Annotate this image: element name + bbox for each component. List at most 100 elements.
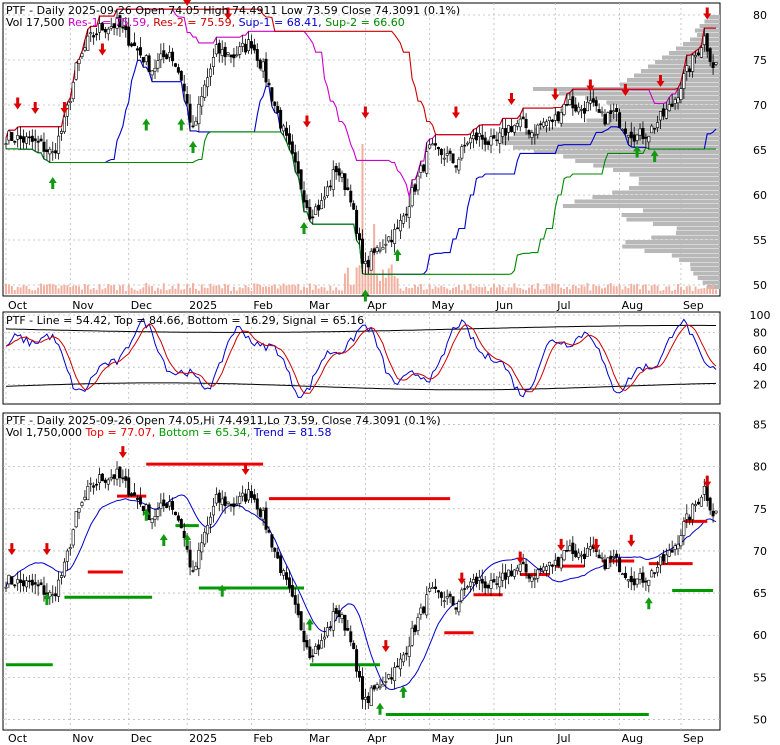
bottom-candle	[27, 580, 31, 583]
bottom-candle	[407, 645, 411, 657]
bottom-header-levels: Vol 1,750,000 Top = 77.07, Bottom = 65.3…	[6, 426, 332, 439]
bottom-candle	[33, 582, 37, 585]
bottom-candle	[258, 508, 262, 517]
bottom-candle	[603, 559, 607, 570]
buy-arrow	[142, 118, 151, 131]
top-candle	[416, 175, 420, 191]
volume-profile-bar	[690, 267, 720, 272]
sell-arrow	[118, 446, 127, 459]
bottom-candle	[267, 530, 271, 533]
volume-profile-bar	[558, 91, 720, 96]
bottom-candle	[667, 550, 671, 557]
bottom-x-tick-label: Feb	[253, 732, 272, 745]
top-candle	[106, 28, 110, 35]
bottom-candle	[401, 654, 405, 663]
top-candle	[685, 65, 689, 72]
bottom-candle	[97, 474, 101, 484]
top-candle	[127, 26, 131, 46]
sell-arrow	[60, 102, 69, 114]
bottom-candle	[676, 543, 680, 550]
volume-profile-bar	[671, 253, 720, 258]
top-candle	[42, 141, 46, 152]
bottom-candle	[673, 545, 677, 550]
top-candle	[264, 58, 268, 83]
bottom-candle	[583, 553, 587, 560]
bottom-candle	[156, 509, 160, 517]
bottom-candle	[22, 580, 26, 587]
volume-bar	[206, 288, 209, 294]
volume-profile-bar	[675, 231, 720, 236]
top-candle	[457, 158, 461, 171]
top-candle	[588, 100, 592, 104]
bottom-candle	[10, 576, 14, 585]
bottom-candle	[264, 507, 268, 530]
top-candle	[691, 54, 695, 72]
volume-bar	[197, 290, 200, 294]
bottom-candle	[89, 482, 93, 485]
volume-bar	[583, 286, 586, 294]
volume-profile-bar	[679, 258, 720, 263]
volume-bar	[624, 286, 627, 294]
volume-bar	[42, 285, 45, 294]
top-candle	[150, 70, 154, 76]
top-candle	[22, 136, 26, 143]
top-candle	[267, 82, 271, 86]
buy-arrow	[305, 618, 314, 631]
top-candle	[606, 112, 610, 125]
bottom-candle	[626, 579, 630, 582]
top-candle	[556, 111, 560, 122]
volume-profile-bar	[697, 276, 720, 281]
volume-bar	[218, 285, 221, 294]
bottom-candle	[206, 525, 210, 535]
top-candle	[474, 132, 478, 141]
volume-profile-bar	[593, 163, 720, 168]
volume-profile-bar	[622, 244, 720, 249]
volume-bar	[671, 290, 674, 294]
bottom-candle	[124, 476, 128, 481]
bottom-candle	[454, 607, 458, 610]
bottom-candle	[372, 685, 376, 690]
top-candle	[568, 99, 572, 105]
bottom-candle	[504, 572, 508, 580]
top-candle	[679, 88, 683, 100]
top-candle	[328, 185, 332, 188]
bottom-candle	[515, 567, 519, 572]
sell-arrow	[13, 97, 22, 110]
volume-bar	[513, 283, 516, 294]
volume-bar	[270, 285, 273, 294]
ma-line-res-2	[5, 8, 716, 138]
bottom-candle	[71, 529, 75, 546]
top-candle	[369, 250, 373, 271]
bottom-candle	[629, 575, 633, 583]
top-candle	[436, 147, 440, 150]
top-candle	[168, 52, 172, 58]
top-candle	[495, 139, 499, 142]
top-candle	[103, 29, 107, 33]
volume-bar	[343, 273, 346, 294]
top-candle	[182, 83, 186, 92]
top-candle	[159, 53, 163, 61]
volume-profile-bar	[626, 217, 720, 222]
bottom-candle	[574, 550, 578, 557]
bottom-x-tick-label: Oct	[8, 732, 28, 745]
volume-bar	[688, 285, 691, 294]
bottom-candle	[600, 557, 604, 559]
volume-bar	[522, 289, 525, 294]
volume-bar	[539, 289, 542, 294]
top-candle	[13, 140, 17, 143]
volume-bar	[627, 287, 630, 294]
volume-bar	[364, 269, 367, 294]
bottom-candle	[533, 578, 537, 580]
top-candle	[352, 203, 356, 210]
volume-bar	[57, 288, 60, 294]
bottom-candle	[337, 610, 341, 618]
bottom-candle	[685, 513, 689, 520]
buy-arrow	[300, 222, 309, 234]
bottom-candle	[241, 492, 245, 497]
volume-bar	[712, 284, 715, 294]
osc-header: PTF - Line = 54.42, Top = 84.66, Bottom …	[6, 314, 364, 327]
bot-y-tick-label: 75	[753, 503, 767, 516]
volume-profile-bar	[629, 172, 720, 177]
top-candle	[340, 172, 344, 178]
